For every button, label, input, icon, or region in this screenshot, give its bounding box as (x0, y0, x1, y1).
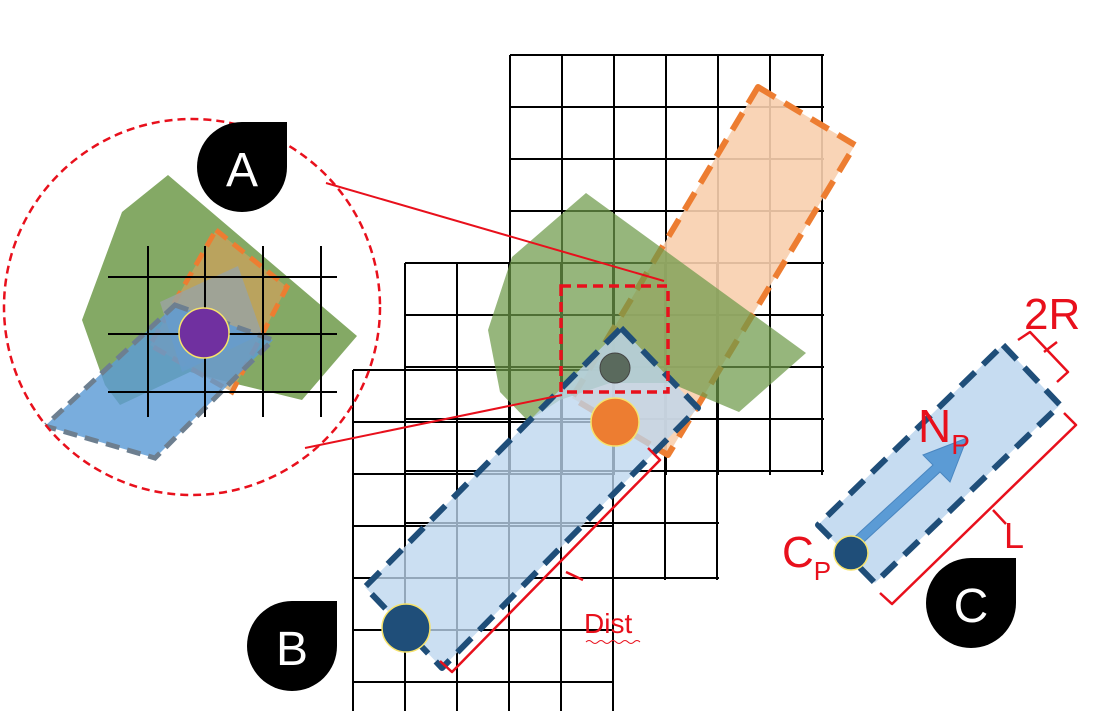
green-region (488, 193, 806, 421)
center-point (833, 535, 869, 571)
two-r-label: 2R (1024, 290, 1080, 339)
center-label-sub: P (814, 556, 831, 586)
gray-point (599, 352, 631, 384)
badge-c-label: C (954, 580, 989, 633)
center-label: CP (782, 528, 831, 586)
dist-bracket (439, 447, 662, 674)
two-r-bracket (1017, 330, 1070, 383)
normal-label: NP (918, 400, 970, 460)
start-point (381, 603, 431, 653)
dist-underline (585, 640, 641, 644)
orange-point (590, 397, 640, 447)
normal-label-base: N (918, 400, 951, 452)
zoom-outline (2, 117, 382, 497)
badge-b-label: B (276, 623, 308, 676)
zoom-connector-top (325, 182, 665, 282)
center-label-base: C (782, 528, 814, 577)
purple-point (178, 307, 230, 359)
length-bracket (879, 412, 1078, 606)
dist-label: Dist (584, 608, 632, 639)
badge-a: A (197, 122, 287, 212)
badge-b: B (247, 601, 337, 691)
normal-arrow (847, 437, 968, 551)
badge-c: C (926, 558, 1016, 648)
badge-a-label: A (226, 144, 258, 197)
zoom-connector-bottom (304, 394, 563, 449)
zoom-source-box (559, 284, 670, 394)
normal-label-sub: P (951, 429, 970, 460)
length-label: L (1004, 515, 1024, 556)
